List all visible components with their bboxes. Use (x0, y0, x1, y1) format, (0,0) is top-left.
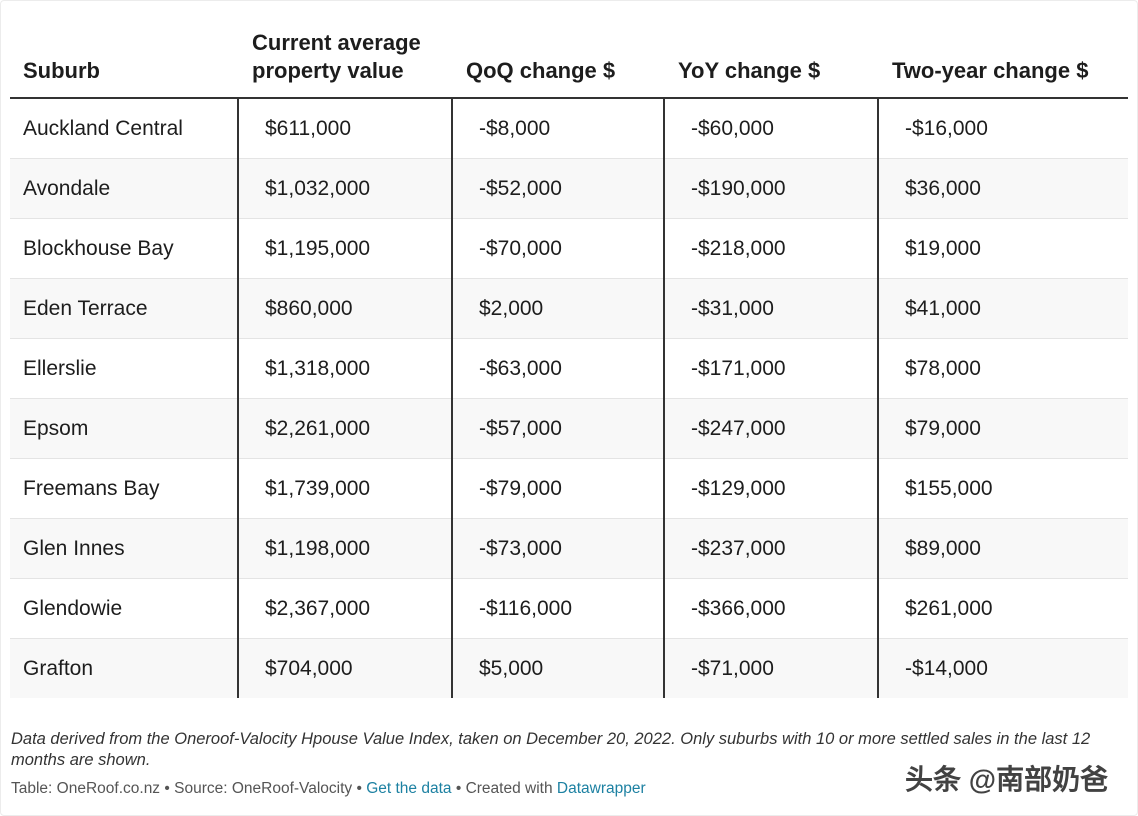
table-cell: -$237,000 (663, 518, 878, 579)
table-credit: Table: OneRoof.co.nz (11, 780, 161, 797)
table-cell: -$63,000 (451, 338, 664, 399)
column-header: Two-year change $ (878, 22, 1128, 99)
table-cell: -$52,000 (451, 158, 664, 219)
table-row: Grafton $704,000 $5,000 -$71,000 -$14,000 (10, 638, 1128, 698)
created-with: Created with (465, 780, 557, 797)
column-header: Suburb (10, 22, 238, 99)
table-cell: -$60,000 (663, 98, 878, 159)
table-cell: Avondale (10, 158, 238, 219)
table-row: Eden Terrace $860,000 $2,000 -$31,000 $41,00… (10, 278, 1128, 339)
table-cell: $1,198,000 (237, 518, 452, 579)
table-cell: $79,000 (877, 398, 1128, 459)
table-cell: $19,000 (877, 218, 1128, 279)
table-cell: -$247,000 (663, 398, 878, 459)
table-cell: $860,000 (237, 278, 452, 339)
table-cell: $36,000 (877, 158, 1128, 219)
table-cell: Eden Terrace (10, 278, 238, 339)
table-cell: Glendowie (10, 578, 238, 639)
table-cell: $5,000 (451, 638, 664, 698)
table-cell: -$8,000 (451, 98, 664, 159)
table-cell: Epsom (10, 398, 238, 459)
table-row: Glendowie $2,367,000 -$116,000 -$366,000 $26… (10, 578, 1128, 639)
table-cell: -$129,000 (663, 458, 878, 519)
table-cell: Glen Innes (10, 518, 238, 579)
table-cell: $41,000 (877, 278, 1128, 339)
table-row: Freemans Bay $1,739,000 -$79,000 -$129,000 $… (10, 458, 1128, 519)
table-cell: -$31,000 (663, 278, 878, 339)
table-cell: $2,367,000 (237, 578, 452, 639)
table-cell: Grafton (10, 638, 238, 698)
separator: • (352, 780, 367, 797)
table-cell: $2,000 (451, 278, 664, 339)
table-row: Epsom $2,261,000 -$57,000 -$247,000 $79,000 (10, 398, 1128, 459)
table-cell: $2,261,000 (237, 398, 452, 459)
table-cell: $1,195,000 (237, 218, 452, 279)
source: Source: OneRoof-Valocity (174, 780, 353, 797)
table-cell: Ellerslie (10, 338, 238, 399)
table-cell: -$57,000 (451, 398, 664, 459)
separator: • (451, 780, 466, 797)
watermark: 头条 @南部奶爸 (905, 764, 1109, 795)
data-table: Suburb Current average property value QoQ … (10, 22, 1128, 698)
table-cell: Auckland Central (10, 98, 238, 159)
table-row: Ellerslie $1,318,000 -$63,000 -$171,000 $78,… (10, 338, 1128, 399)
table-cell: -$71,000 (663, 638, 878, 698)
separator: • (160, 780, 175, 797)
table-cell: $611,000 (237, 98, 452, 159)
table-cell: $78,000 (877, 338, 1128, 399)
header-row: Suburb Current average property value QoQ … (10, 22, 1128, 99)
table-cell: Freemans Bay (10, 458, 238, 519)
table-cell: $1,318,000 (237, 338, 452, 399)
table-cell: $261,000 (877, 578, 1128, 639)
table-cell: -$73,000 (451, 518, 664, 579)
table-cell: $1,032,000 (237, 158, 452, 219)
table-cell: $704,000 (237, 638, 452, 698)
table-cell: -$171,000 (663, 338, 878, 399)
column-header: QoQ change $ (452, 22, 664, 99)
table-cell: -$190,000 (663, 158, 878, 219)
table-row: Auckland Central $611,000 -$8,000 -$60,000-… (10, 98, 1128, 159)
column-header: YoY change $ (664, 22, 878, 99)
table-cell: -$79,000 (451, 458, 664, 519)
table-row: Avondale $1,032,000 -$52,000 -$190,000 $36,0… (10, 158, 1128, 219)
table-cell: -$116,000 (451, 578, 664, 639)
table-cell: $155,000 (877, 458, 1128, 519)
table-cell: -$366,000 (663, 578, 878, 639)
get-data-link[interactable]: Get the data (366, 780, 452, 797)
table-row: Glen Innes $1,198,000 -$73,000 -$237,000 $89… (10, 518, 1128, 579)
table-cell: -$14,000 (877, 638, 1128, 698)
table-cell: -$70,000 (451, 218, 664, 279)
column-header: Current average property value (238, 22, 452, 99)
byline: Table: OneRoof.co.nz • Source: OneRoof-V… (11, 780, 646, 798)
table-cell: -$16,000 (877, 98, 1128, 159)
table-row: Blockhouse Bay $1,195,000 -$70,000 -$218,00… (10, 218, 1128, 279)
table-cell: $1,739,000 (237, 458, 452, 519)
datawrapper-link[interactable]: Datawrapper (556, 780, 646, 797)
notes: Data derived from the Oneroof-Valocity H… (11, 730, 1091, 769)
table-cell: Blockhouse Bay (10, 218, 238, 279)
table-cell: $89,000 (877, 518, 1128, 579)
table-cell: -$218,000 (663, 218, 878, 279)
